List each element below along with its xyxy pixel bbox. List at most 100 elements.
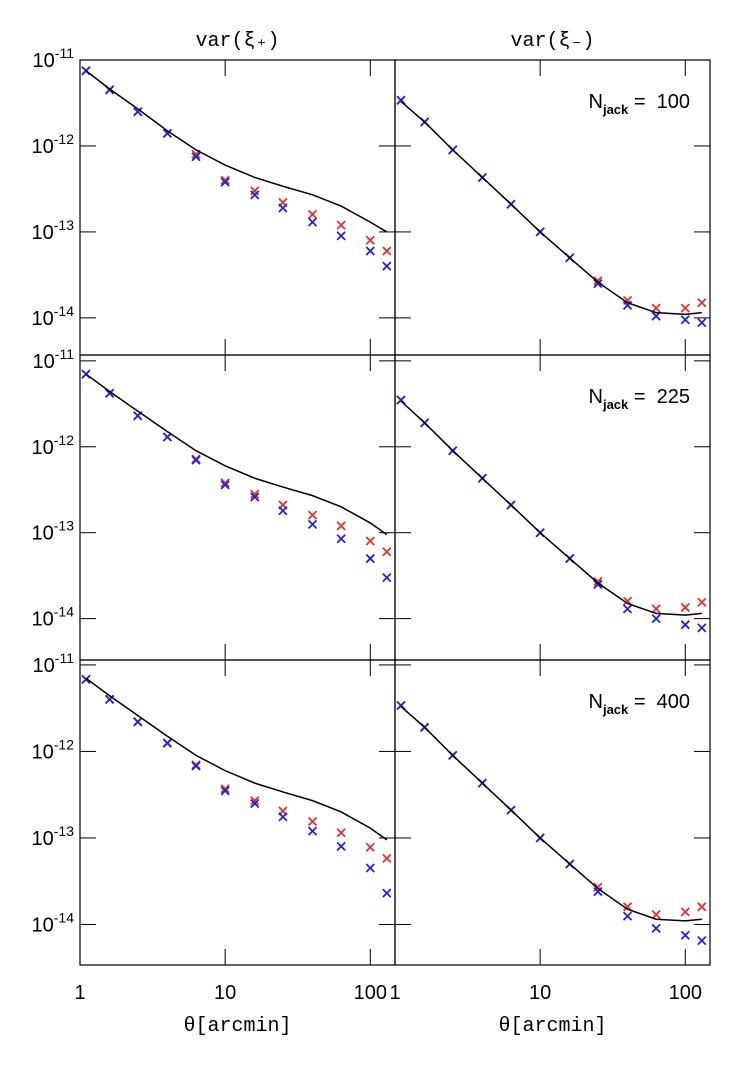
data-point — [133, 107, 143, 117]
data-point — [680, 620, 690, 630]
y-tick-label: 10-11 — [33, 346, 75, 373]
data-point — [278, 506, 288, 516]
data-point — [697, 298, 707, 308]
annotation-text: N — [589, 691, 603, 713]
data-point — [365, 246, 375, 256]
data-point — [162, 128, 173, 139]
data-point — [365, 553, 375, 564]
y-tick-base: 10 — [32, 828, 54, 850]
data-point — [133, 717, 143, 727]
data-point — [250, 795, 260, 806]
x-axis-label: θ[arcmin] — [183, 1015, 291, 1038]
y-tick-base: 10 — [32, 437, 54, 459]
y-tick-base: 10 — [33, 351, 55, 373]
data-point — [220, 784, 230, 794]
x-tick-label: 1 — [389, 982, 400, 1004]
data-point — [622, 300, 633, 310]
y-tick-base: 10 — [32, 136, 54, 158]
y-tick-base: 10 — [32, 222, 54, 244]
data-point — [382, 888, 392, 898]
data-point — [162, 738, 173, 748]
data-point — [250, 186, 260, 196]
panel-frame — [79, 59, 396, 356]
y-tick-exponent: -11 — [55, 45, 74, 61]
data-point — [382, 246, 392, 256]
data-point — [651, 923, 661, 934]
annotation-sub: jack — [602, 702, 629, 717]
data-point — [250, 190, 260, 200]
data-point — [336, 841, 346, 851]
data-point — [104, 694, 115, 704]
data-point — [307, 217, 318, 227]
y-tick-exponent: -11 — [55, 346, 74, 362]
annotation: Njack = 225 — [589, 386, 690, 412]
model-line — [400, 100, 702, 316]
data-point — [697, 623, 707, 633]
x-tick-label: 10 — [529, 982, 551, 1004]
data-point — [365, 863, 375, 873]
data-point — [220, 177, 230, 187]
data-point — [220, 480, 230, 490]
data-point — [365, 842, 375, 852]
annotation: Njack = 100 — [589, 91, 690, 117]
data-point — [250, 798, 260, 809]
annotation-sub: jack — [602, 397, 629, 412]
model-line — [85, 373, 388, 536]
data-point — [365, 235, 375, 245]
y-tick-exponent: -12 — [54, 131, 74, 147]
model-line — [400, 706, 702, 922]
annotation-text: N — [589, 91, 603, 113]
y-tick-base: 10 — [33, 655, 55, 677]
y-tick-base: 10 — [32, 741, 54, 763]
data-point — [382, 261, 392, 271]
data-point — [191, 152, 201, 162]
y-tick-label: 10-12 — [32, 432, 75, 459]
data-point — [365, 536, 375, 546]
data-point — [680, 907, 690, 917]
data-point — [278, 812, 288, 822]
data-point — [307, 510, 318, 520]
panel-title: var(ξ₋) — [510, 30, 594, 53]
y-tick-exponent: -14 — [54, 604, 74, 620]
data-point — [336, 521, 346, 531]
data-point — [622, 911, 633, 921]
data-point — [382, 853, 392, 864]
panel-frame — [79, 659, 396, 966]
y-tick-exponent: -13 — [54, 217, 74, 233]
data-point — [697, 597, 707, 607]
model-line — [85, 70, 388, 233]
data-point — [651, 909, 661, 920]
model-line — [400, 400, 702, 616]
data-point — [336, 828, 346, 838]
data-point — [697, 936, 707, 946]
data-point — [651, 613, 661, 624]
x-axis-label: θ[arcmin] — [498, 1015, 606, 1038]
y-tick-base: 10 — [32, 308, 54, 330]
y-tick-label: 10-14 — [32, 909, 75, 936]
y-tick-exponent: -14 — [54, 909, 74, 925]
data-point — [622, 604, 633, 614]
data-point — [382, 547, 392, 557]
data-point — [307, 209, 318, 220]
panel-frame — [79, 354, 396, 661]
y-tick-exponent: -13 — [54, 823, 74, 839]
y-tick-label: 10-14 — [32, 303, 75, 330]
data-point — [680, 315, 690, 325]
data-point — [593, 279, 603, 289]
annotation-rest: = 400 — [628, 691, 690, 713]
data-point — [191, 455, 201, 465]
data-point — [680, 602, 690, 613]
data-point — [651, 303, 661, 313]
data-point — [81, 674, 91, 685]
y-tick-exponent: -14 — [54, 303, 74, 319]
y-tick-base: 10 — [32, 523, 54, 545]
data-point — [651, 604, 661, 614]
data-point — [336, 534, 346, 544]
data-point — [307, 816, 318, 827]
data-point — [220, 786, 230, 796]
data-point — [382, 572, 392, 583]
data-point — [697, 318, 707, 328]
data-point — [697, 902, 707, 912]
data-point — [278, 203, 288, 213]
